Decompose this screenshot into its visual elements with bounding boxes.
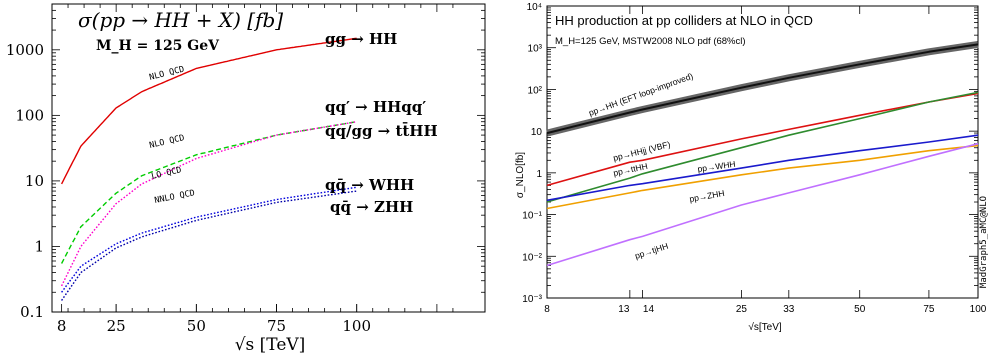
process-label: qq′ → HHqq′ xyxy=(325,98,426,116)
y-tick-label: 1000 xyxy=(6,41,44,59)
series-line-pp-tjhh xyxy=(546,142,979,267)
x-tick-label: 8 xyxy=(544,304,550,315)
chart-subtitle: M_H = 125 GeV xyxy=(96,38,220,54)
y-tick-label: 10⁻¹ xyxy=(522,211,542,222)
y-tick-label: 10⁻³ xyxy=(522,294,542,305)
y-tick-label: 10² xyxy=(528,85,543,96)
series-line-pp-tthh xyxy=(546,91,979,203)
x-axis-label: √s[TeV] xyxy=(748,321,781,333)
y-tick-label: 1 xyxy=(34,237,44,255)
series-line-qq-hhqq xyxy=(60,121,357,264)
y-tick-label: 0.1 xyxy=(20,303,44,321)
chart-subtitle: M_H=125 GeV, MSTW2008 NLO pdf (68%cl) xyxy=(555,36,746,47)
x-tick-label: 14 xyxy=(643,304,655,315)
x-tick-label: 50 xyxy=(854,304,866,315)
y-tick-label: 10⁻² xyxy=(522,252,542,263)
x-tick-label: 75 xyxy=(923,304,935,315)
x-axis-label: √s [TeV] xyxy=(235,335,306,355)
left-chart: 0.1 1 10 100 1000 8 25 50 75 100 √s [TeV] σ(pp → HH… xyxy=(6,3,486,355)
series-line-gg-hh xyxy=(60,37,357,185)
series-line-pp-whh xyxy=(546,134,979,202)
x-tick-label: 50 xyxy=(187,317,206,335)
series-line-qq-zhh xyxy=(61,190,357,301)
series-line-pp-hh-eft-loop-improved xyxy=(546,43,979,135)
x-tick-label: 100 xyxy=(970,304,987,315)
x-tick-label: 25 xyxy=(107,317,126,335)
y-tick-label: 1 xyxy=(536,169,542,180)
series-line-qq-gg-tt-hh xyxy=(60,121,357,287)
series-band-pp-hh-eft-loop-improved xyxy=(546,40,979,137)
y-tick-label: 10⁴ xyxy=(527,2,542,13)
y-tick-label: 100 xyxy=(15,106,44,124)
x-tick-label: 75 xyxy=(267,317,286,335)
process-label: qq̄ → WHH xyxy=(325,176,414,194)
y-tick-label: 10 xyxy=(25,172,44,190)
x-tick-label: 100 xyxy=(342,317,371,335)
process-label: gg → HH xyxy=(325,30,397,48)
y-tick-label: 10³ xyxy=(528,44,543,55)
plot-frame xyxy=(51,3,486,313)
x-tick-label: 33 xyxy=(783,304,795,315)
series-label: pp→HHjj (VBF) xyxy=(612,139,671,163)
series-label: pp→ttHH xyxy=(612,161,648,178)
series-label: pp→ZHH xyxy=(689,188,726,204)
y-axis-label: σ_NLO[fb] xyxy=(515,152,526,198)
series-label: pp→tjHH xyxy=(634,241,670,261)
chart-title: HH production at pp colliders at NLO in … xyxy=(555,13,813,28)
process-label: qq/gg → tt̄HH xyxy=(325,121,438,140)
series-line-qq-whh xyxy=(61,186,357,293)
chart-title: σ(pp → HH + X) [fb] xyxy=(78,8,283,32)
y-tick-label: 10 xyxy=(531,127,543,138)
generator-label: MadGraph5_aMC@NLO xyxy=(979,196,989,288)
plot-frame xyxy=(546,5,979,299)
series-line-pp-zhh xyxy=(546,144,979,210)
process-label: qq̄ → ZHH xyxy=(330,198,413,216)
x-tick-label: 13 xyxy=(618,304,630,315)
x-tick-label: 25 xyxy=(736,304,748,315)
x-tick-label: 8 xyxy=(57,317,67,335)
